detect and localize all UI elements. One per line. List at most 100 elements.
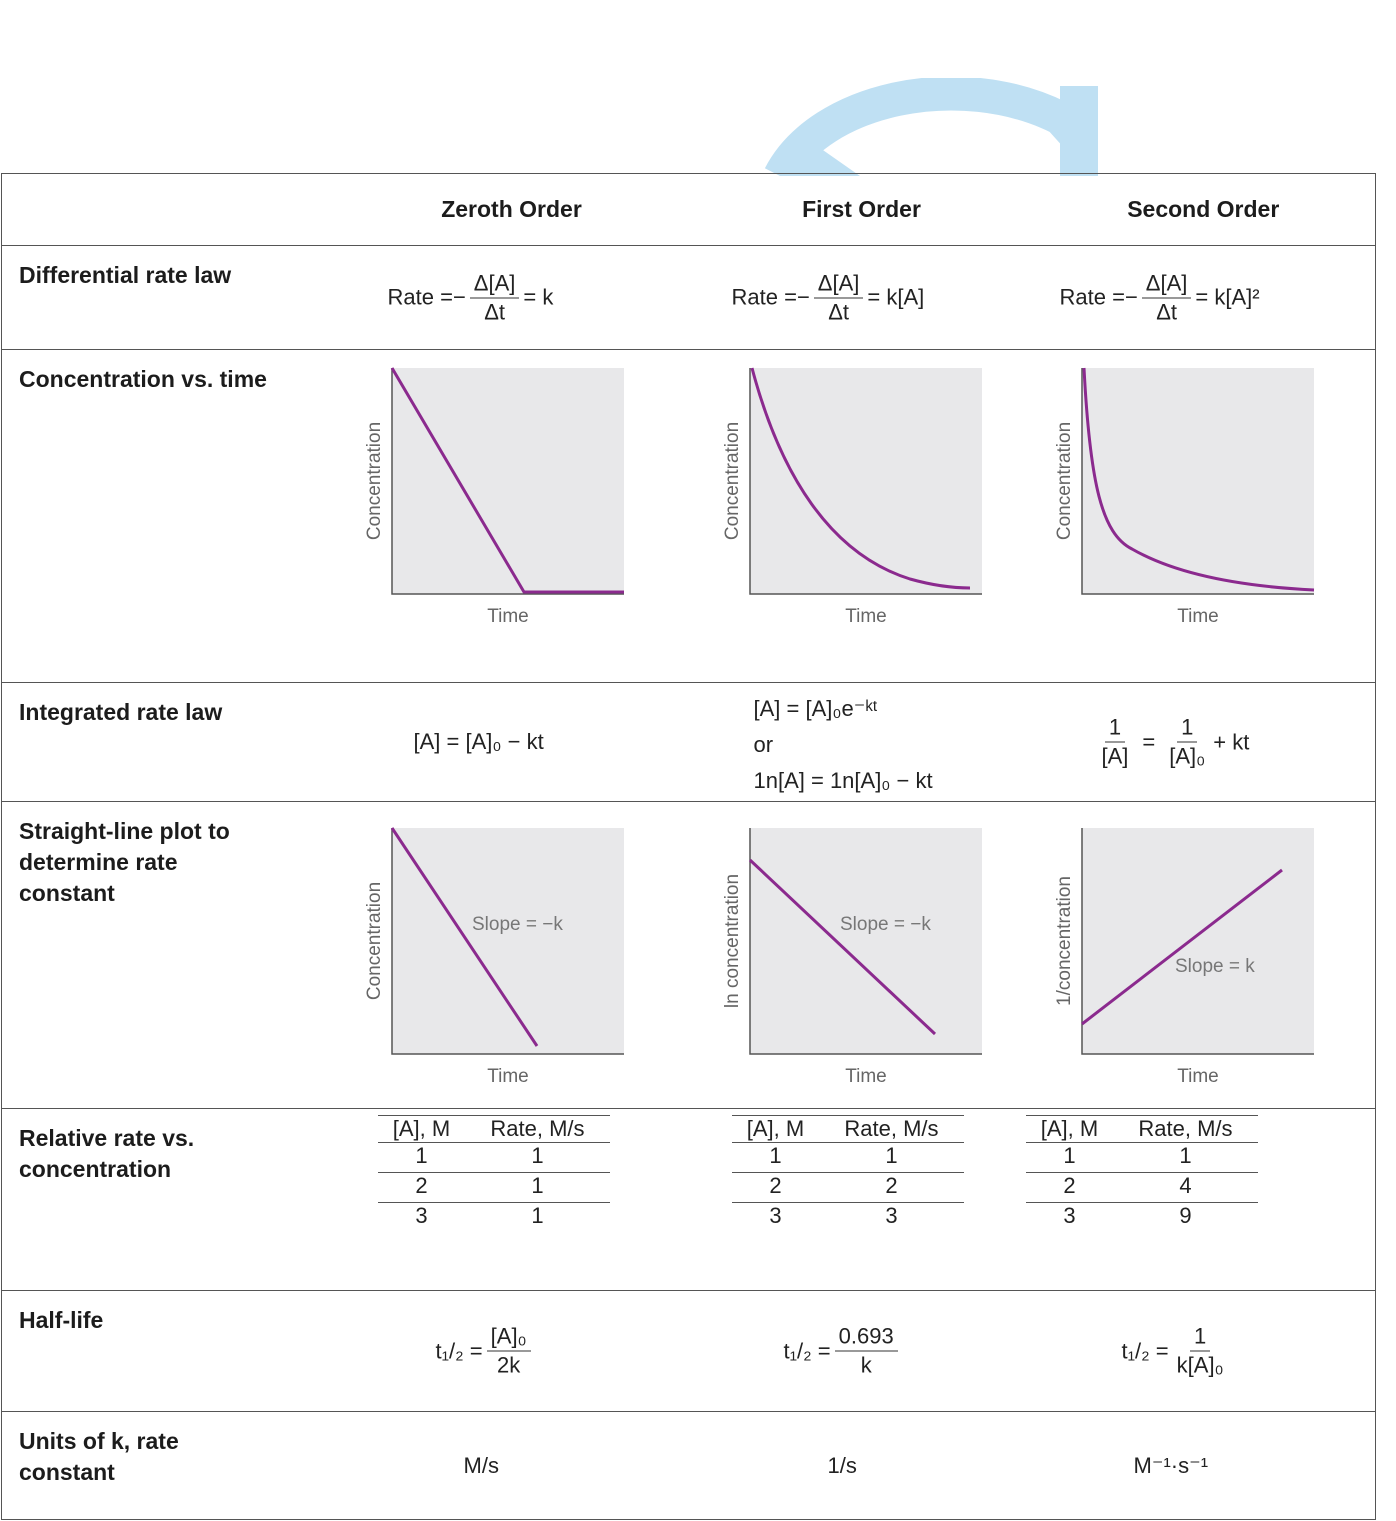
half-first-cell: t₁/₂ = 0.693 k [691, 1290, 1032, 1412]
lhs-fraction: 1 [A] [1098, 715, 1133, 770]
frac-den: k [860, 1352, 872, 1378]
conc-second-cell: Time Concentration [1031, 349, 1376, 683]
table-cell: 3 [819, 1202, 964, 1232]
y-axis-label: Concentration [364, 882, 385, 1000]
row-differential: Differential rate law Rate = − Δ[A] Δt = … [1, 245, 1376, 350]
plot-conc-zeroth: Time Concentration [364, 367, 624, 627]
int-zeroth-cell: [A] = [A]₀ − kt [331, 682, 692, 802]
second-decay-curve [1082, 367, 1314, 592]
half-second-cell: t₁/₂ = 1 k[A]₀ [1031, 1290, 1376, 1412]
half-prefix: t₁/₂ = [1121, 1338, 1169, 1363]
minus-sign: − [452, 284, 466, 310]
half-first-eq: t₁/₂ = 0.693 k [784, 1324, 902, 1379]
y-axis-label: Concentration [364, 422, 385, 540]
half-fraction: 0.693 k [834, 1324, 898, 1379]
plot-conc-first: Time Concentration [722, 367, 982, 627]
col-second-order: Second Order [1127, 196, 1280, 222]
units-first-cell: 1/s [691, 1411, 1032, 1520]
equals-sign: = [1142, 729, 1156, 754]
rhs-text: = k [523, 284, 554, 310]
row-relative: Relative rate vs. concentration [A], M Ra… [1, 1108, 1376, 1291]
half-zeroth-cell: t₁/₂ = [A]₀ 2k [331, 1290, 692, 1412]
int-second-eq: 1 [A] = 1 [A]₀ + kt [1094, 715, 1250, 770]
half-second-eq: t₁/₂ = 1 k[A]₀ [1122, 1324, 1232, 1379]
row-label-straight: Straight-line plot to determine rate con… [1, 801, 332, 1109]
int-first-or: or [753, 732, 774, 757]
table-cell: 2 [377, 1172, 466, 1203]
half-zeroth-eq: t₁/₂ = [A]₀ 2k [436, 1324, 535, 1379]
plot-bg [1081, 828, 1314, 1054]
col-zeroth-order: Zeroth Order [441, 196, 582, 222]
plot-axes [390, 828, 624, 1055]
y-axis-label: ln concentration [722, 874, 743, 1008]
corner-cell [2, 174, 332, 246]
x-axis-label: Time [487, 606, 529, 627]
diff-zeroth-eq: Rate = − Δ[A] Δt = k [388, 270, 554, 325]
plot-conc-second: Time Concentration [1054, 367, 1314, 627]
rate-word: Rate = [731, 284, 797, 310]
table-cell: 3 [1025, 1202, 1114, 1232]
diff-second-eq: Rate = − Δ[A] Δt = k[A]² [1060, 270, 1260, 325]
plot-bg [391, 828, 624, 1054]
int-first-cell: [A] = [A]₀e⁻ᵏᵗ or 1n[A] = 1n[A]₀ − kt [691, 682, 1032, 802]
y-axis-label: 1/concentration [1054, 876, 1075, 1006]
table-cell: 2 [731, 1172, 820, 1203]
zeroth-straight-line [390, 827, 538, 1047]
units-zeroth-cell: M/s [331, 1411, 692, 1520]
header-row: Zeroth Order First Order Second Order [2, 174, 1376, 246]
minus-sign: − [1124, 284, 1138, 310]
y-axis-label: Concentration [1054, 422, 1075, 540]
row-units: Units of k, rate constant M/s 1/s M⁻¹·s⁻… [1, 1411, 1376, 1520]
plot-axes [1080, 368, 1314, 595]
plot-axes [1080, 828, 1314, 1055]
half-fraction: [A]₀ 2k [486, 1324, 531, 1379]
frac-den: [A]₀ [1169, 743, 1206, 769]
frac-num: Δ[A] [1141, 270, 1192, 298]
row-concentration: Concentration vs. time Time Concentratio… [1, 349, 1376, 683]
row-label-units: Units of k, rate constant [1, 1411, 332, 1520]
frac-num: [A]₀ [486, 1324, 531, 1352]
frac-den: Δt [828, 299, 849, 324]
rhs-text: = k[A] [867, 284, 925, 310]
plot-bg [1081, 368, 1314, 594]
first-straight-line [748, 858, 936, 1036]
plot-line-first: Slope = −k Time ln concentration [722, 828, 982, 1087]
frac-num: 1 [1190, 1324, 1211, 1352]
plot-axes [748, 368, 982, 595]
rate-word: Rate = [387, 284, 453, 310]
x-axis-label: Time [1177, 1066, 1219, 1087]
half-fraction: 1 k[A]₀ [1173, 1324, 1228, 1379]
table-cell: 1 [819, 1142, 964, 1173]
slope-label: Slope = −k [840, 914, 931, 935]
line-first-cell: Slope = −k Time ln concentration [691, 801, 1032, 1109]
row-label-halflife: Half-life [1, 1290, 332, 1412]
zeroth-decay-line [390, 367, 624, 594]
table-cell: 1 [377, 1142, 466, 1173]
line-zeroth-cell: Slope = −k Time Concentration [331, 801, 692, 1109]
units-zeroth: M/s [463, 1452, 499, 1478]
plot-axes [390, 368, 624, 595]
table-cell: 1 [731, 1142, 820, 1173]
row-integrated: Integrated rate law [A] = [A]₀ − kt [A] … [1, 682, 1376, 802]
table-cell: 3 [377, 1202, 466, 1232]
half-prefix: t₁/₂ = [783, 1338, 831, 1363]
table-cell: 1 [465, 1172, 610, 1203]
plot-bg [749, 828, 982, 1054]
table-cell: 3 [731, 1202, 820, 1232]
row-halflife: Half-life t₁/₂ = [A]₀ 2k t₁/₂ = 0.693 k t₁… [1, 1290, 1376, 1412]
x-axis-label: Time [1177, 606, 1219, 627]
frac-den: k[A]₀ [1176, 1352, 1224, 1378]
frac-den: 2k [497, 1352, 521, 1378]
conc-header: [A], M [731, 1115, 820, 1143]
slope-label: Slope = −k [472, 914, 563, 935]
rhs-text: = k[A]² [1195, 284, 1260, 310]
table-cell: 1 [1025, 1142, 1114, 1173]
table-cell: 1 [465, 1202, 610, 1232]
delta-fraction: Δ[A] Δt [813, 270, 864, 325]
table-cell: 2 [819, 1172, 964, 1203]
rhs-fraction: 1 [A]₀ [1165, 715, 1209, 770]
x-axis-label: Time [845, 606, 887, 627]
rate-header: Rate, M/s [1113, 1115, 1258, 1143]
